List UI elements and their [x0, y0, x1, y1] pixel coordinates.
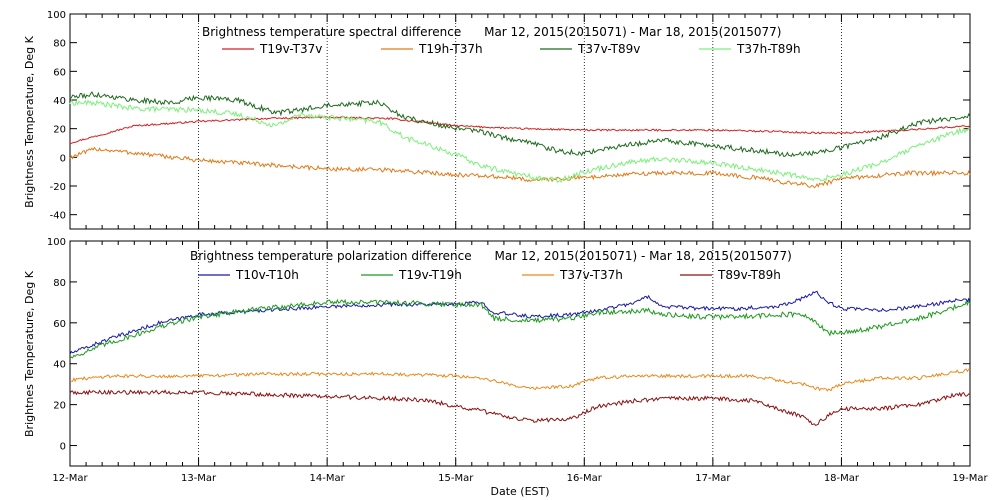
x-tick-label: 17-Mar [695, 473, 731, 484]
y-tick-label: 60 [53, 319, 66, 330]
y-tick-label: 0 [60, 153, 66, 164]
series-line-t19v-t19h [69, 298, 971, 359]
x-axis-title: Date (EST) [490, 485, 549, 498]
y-tick-label: 20 [53, 401, 66, 412]
y-tick-label: 80 [53, 278, 66, 289]
panel-series [69, 91, 971, 189]
x-tick-label: 19-Mar [952, 473, 988, 484]
x-tick-label: 15-Mar [438, 473, 474, 484]
y-tick-label: 40 [53, 360, 66, 371]
series-line-t37h-t89h [69, 99, 971, 184]
x-axis-tick-labels: 12-Mar 13-Mar 14-Mar 15-Mar 16-Mar 17-Mar 18-M… [52, 473, 988, 484]
legend: T19v-T37v T19h-T37h T37v-T89v T37h-T89h [222, 42, 801, 56]
legend-label: T37v-T37h [559, 268, 623, 282]
series-line-t37v-t37h [69, 368, 971, 392]
series-line-t19v-t37v [70, 116, 971, 144]
panel-polarization-difference: 0 20 40 60 80 100 Brightness temperature pola… [23, 237, 971, 467]
y-tick-label: 40 [53, 96, 66, 107]
legend-label: T37h-T89h [736, 42, 801, 56]
panel-title: Brightness temperature spectral differen… [202, 25, 781, 39]
panel-spectral-difference: -40 -20 0 20 40 60 80 100 Brightness temperatur… [23, 10, 971, 230]
y-tick-label: 80 [53, 39, 66, 50]
y-tick-label: -40 [50, 211, 66, 222]
series-line-t37v-t89v [69, 91, 971, 157]
x-tick-label: 14-Mar [310, 473, 346, 484]
series-line-t89v-t89h [69, 389, 971, 427]
legend-label: T10v-T10h [235, 268, 299, 282]
x-tick-label: 12-Mar [52, 473, 88, 484]
y-tick-label: -20 [50, 182, 66, 193]
legend-label: T37v-T89v [577, 42, 640, 56]
y-tick-label: 60 [53, 67, 66, 78]
y-axis-title: Brightness Temperature, Deg K [23, 35, 36, 207]
x-tick-label: 16-Mar [567, 473, 603, 484]
legend-label: T89v-T89h [717, 268, 781, 282]
panel-axis: 0 20 40 60 80 100 [47, 237, 971, 466]
legend-label: T19v-T37v [259, 42, 322, 56]
y-tick-label: 20 [53, 125, 66, 136]
y-tick-label: 0 [60, 442, 66, 453]
panel-title: Brightness temperature polarization diff… [190, 249, 792, 263]
x-tick-label: 18-Mar [824, 473, 860, 484]
x-tick-label: 13-Mar [181, 473, 217, 484]
y-tick-label: 100 [47, 237, 66, 248]
series-line-t19h-t37h [69, 146, 971, 189]
legend-label: T19v-T19h [398, 268, 462, 282]
y-axis-title: Brightnes Temperature, Deg K [23, 270, 36, 437]
panel-series [69, 290, 971, 427]
legend: T10v-T10h T19v-T19h T37v-T37h T89v-T89h [198, 268, 781, 282]
y-tick-label: 100 [47, 10, 66, 21]
legend-label: T19h-T37h [418, 42, 483, 56]
